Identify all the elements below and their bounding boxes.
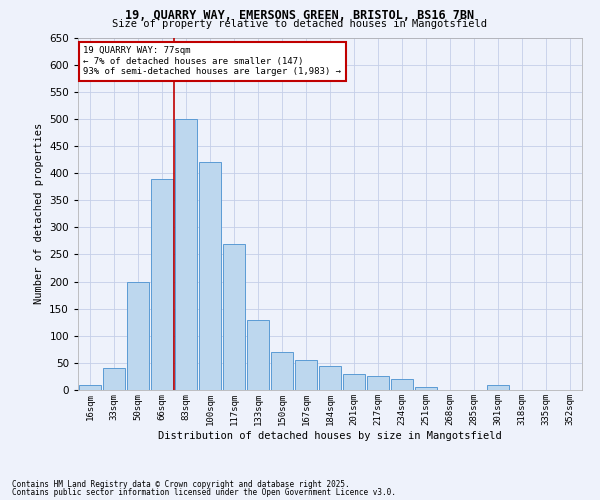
Bar: [487, 384, 509, 390]
Bar: [247, 320, 269, 390]
Bar: [343, 374, 365, 390]
Bar: [103, 368, 125, 390]
Bar: [223, 244, 245, 390]
Y-axis label: Number of detached properties: Number of detached properties: [34, 123, 44, 304]
Bar: [415, 388, 437, 390]
Text: Contains public sector information licensed under the Open Government Licence v3: Contains public sector information licen…: [12, 488, 396, 497]
Text: 19, QUARRY WAY, EMERSONS GREEN, BRISTOL, BS16 7BN: 19, QUARRY WAY, EMERSONS GREEN, BRISTOL,…: [125, 9, 475, 22]
Bar: [199, 162, 221, 390]
X-axis label: Distribution of detached houses by size in Mangotsfield: Distribution of detached houses by size …: [158, 430, 502, 440]
Bar: [295, 360, 317, 390]
Bar: [391, 379, 413, 390]
Bar: [367, 376, 389, 390]
Text: 19 QUARRY WAY: 77sqm
← 7% of detached houses are smaller (147)
93% of semi-detac: 19 QUARRY WAY: 77sqm ← 7% of detached ho…: [83, 46, 341, 76]
Bar: [175, 119, 197, 390]
Bar: [79, 384, 101, 390]
Bar: [271, 352, 293, 390]
Text: Contains HM Land Registry data © Crown copyright and database right 2025.: Contains HM Land Registry data © Crown c…: [12, 480, 350, 489]
Bar: [151, 178, 173, 390]
Bar: [127, 282, 149, 390]
Text: Size of property relative to detached houses in Mangotsfield: Size of property relative to detached ho…: [113, 19, 487, 29]
Bar: [319, 366, 341, 390]
